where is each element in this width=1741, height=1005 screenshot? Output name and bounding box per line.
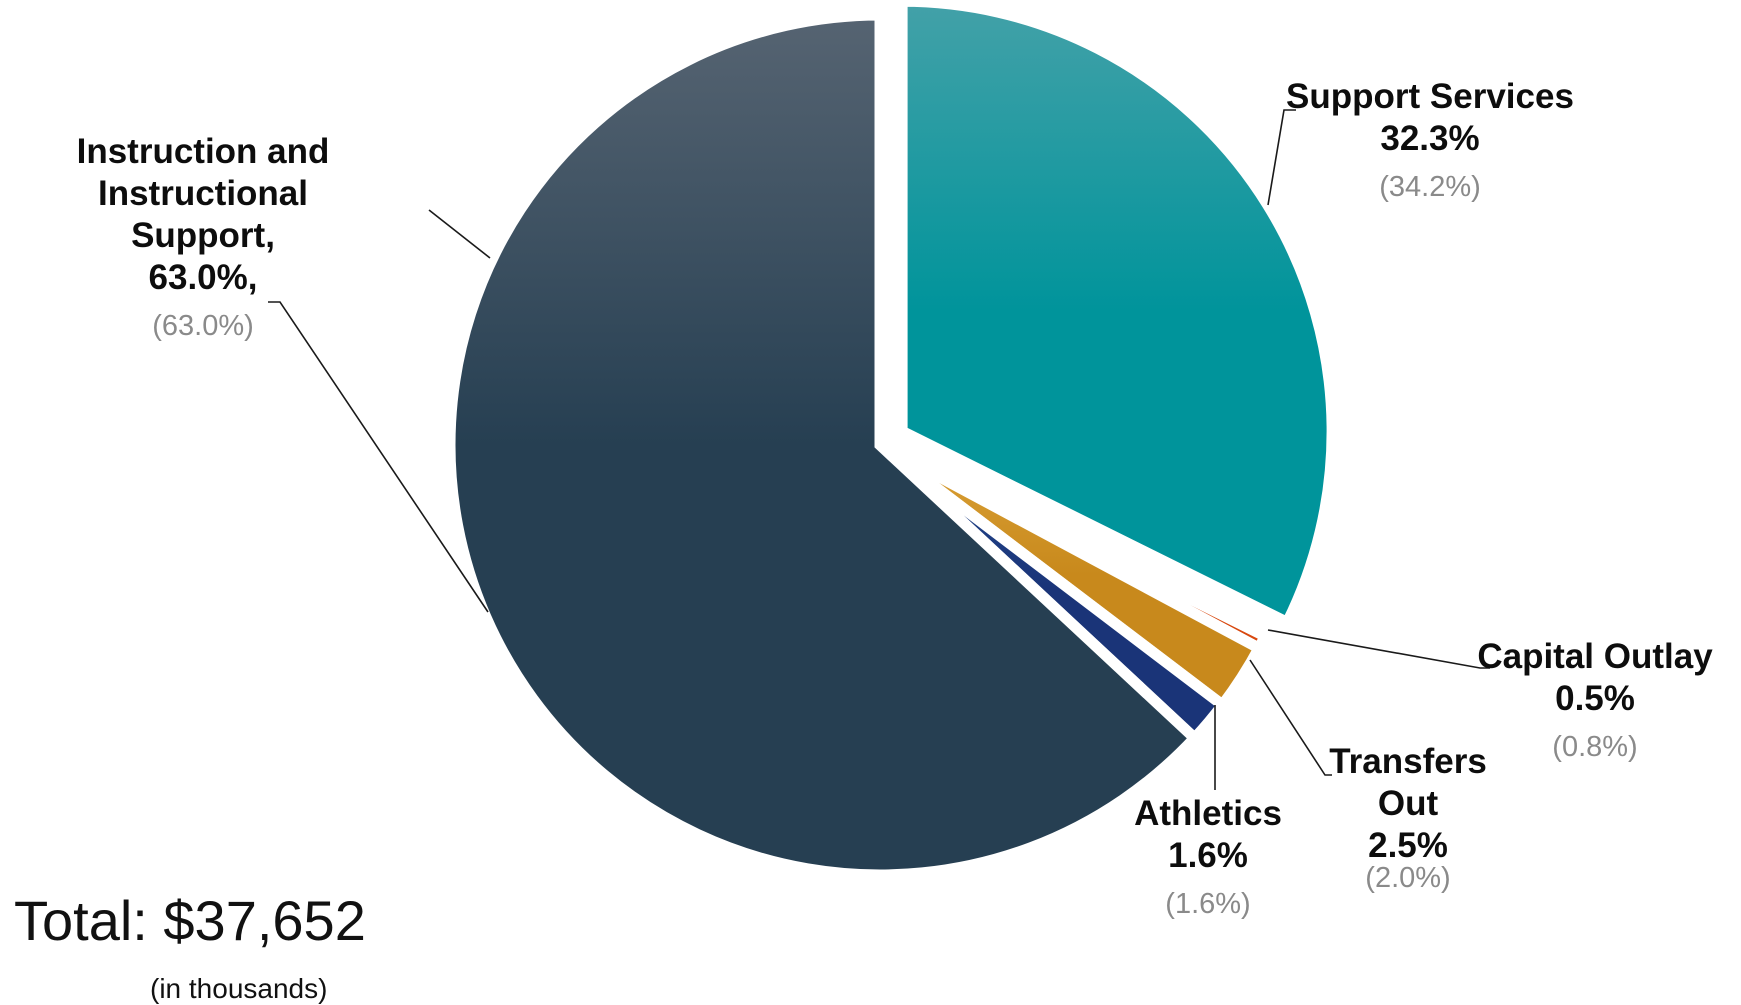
label-prior-instruction-and-instructional-support: (63.0%) bbox=[152, 310, 254, 342]
label-name-transfers-out: Transfers bbox=[1329, 742, 1487, 781]
label-name-athletics: Athletics bbox=[1134, 794, 1282, 833]
label-percent-transfers-out: 2.5% bbox=[1368, 826, 1448, 865]
leader-lines bbox=[268, 109, 1490, 790]
label-percent-instruction-and-instructional-support: 63.0%, bbox=[149, 258, 258, 297]
label-instruction-and-instructional-support: Instruction andInstructionalSupport,63.0… bbox=[77, 132, 330, 342]
label-prior-capital-outlay: (0.8%) bbox=[1552, 731, 1637, 763]
slice-instruction-and-instructional-support bbox=[444, 9, 1203, 881]
leader-line-support-services bbox=[1267, 109, 1296, 206]
label-name-capital-outlay: Capital Outlay bbox=[1477, 637, 1713, 676]
label-name-instruction-and-instructional-support: Instruction and bbox=[77, 132, 330, 171]
total-label: Total: $37,652 bbox=[14, 889, 366, 952]
label-name-transfers-out: Out bbox=[1378, 784, 1439, 823]
unit-label: (in thousands) bbox=[150, 973, 327, 1004]
label-prior-transfers-out: (2.0%) bbox=[1365, 862, 1450, 894]
label-prior-support-services: (34.2%) bbox=[1379, 171, 1481, 203]
leader-line-transfers-out bbox=[1249, 659, 1332, 776]
label-percent-capital-outlay: 0.5% bbox=[1555, 679, 1635, 718]
label-percent-support-services: 32.3% bbox=[1380, 119, 1479, 158]
pie-slices bbox=[444, 0, 1338, 881]
leader-line-instruction-and-instructional-support bbox=[428, 209, 491, 259]
leader-line-capital-outlay bbox=[1267, 629, 1490, 669]
label-name-instruction-and-instructional-support: Support, bbox=[131, 216, 275, 255]
label-name-support-services: Support Services bbox=[1286, 77, 1574, 116]
label-prior-athletics: (1.6%) bbox=[1165, 888, 1250, 920]
label-percent-athletics: 1.6% bbox=[1168, 836, 1248, 875]
label-name-instruction-and-instructional-support: Instructional bbox=[98, 174, 308, 213]
leader-line-instruction-and-instructional-support bbox=[268, 301, 489, 613]
